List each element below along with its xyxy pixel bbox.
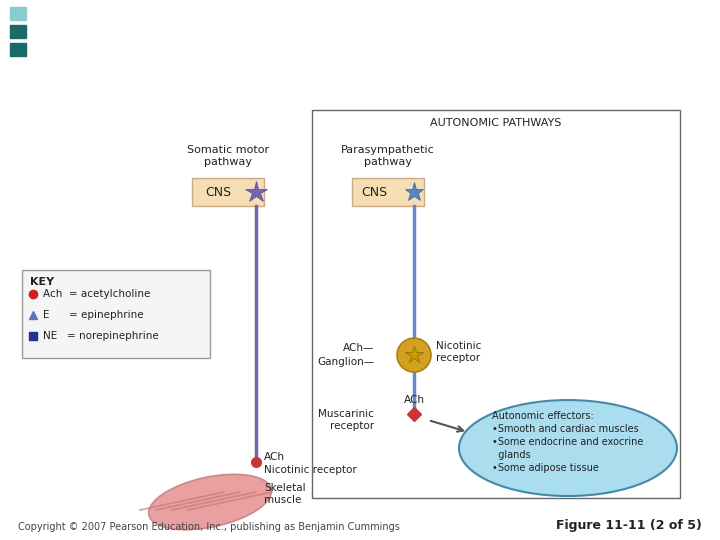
Text: Ach  = acetylcholine: Ach = acetylcholine — [43, 289, 150, 299]
Text: CNS: CNS — [205, 186, 231, 199]
Text: Skeletal: Skeletal — [264, 483, 305, 493]
Text: E      = epinephrine: E = epinephrine — [43, 310, 143, 320]
Text: AUTONOMIC PATHWAYS: AUTONOMIC PATHWAYS — [431, 118, 562, 128]
Text: KEY: KEY — [30, 277, 54, 287]
Text: Figure 11-11 (2 of 5): Figure 11-11 (2 of 5) — [556, 519, 702, 532]
Text: ACh—: ACh— — [343, 343, 374, 353]
Bar — [352, 178, 424, 206]
Text: Review of Efferent Pathways: Review of Efferent Pathways — [40, 24, 490, 52]
Text: Nicotinic receptor: Nicotinic receptor — [264, 465, 356, 475]
Text: muscle: muscle — [264, 495, 302, 505]
Bar — [10, 43, 26, 56]
Bar — [192, 178, 264, 206]
Ellipse shape — [148, 474, 271, 530]
Bar — [10, 25, 26, 38]
Text: Ganglion—: Ganglion— — [317, 357, 374, 367]
Text: Nicotinic
receptor: Nicotinic receptor — [436, 341, 482, 363]
Text: NE   = norepinephrine: NE = norepinephrine — [43, 331, 158, 341]
Circle shape — [397, 338, 431, 372]
Text: Parasympathetic
pathway: Parasympathetic pathway — [341, 145, 435, 167]
Bar — [22, 270, 210, 358]
Bar — [312, 110, 680, 498]
Text: ACh: ACh — [403, 395, 425, 405]
Text: Copyright © 2007 Pearson Education, Inc., publishing as Benjamin Cummings: Copyright © 2007 Pearson Education, Inc.… — [18, 522, 400, 532]
Text: Autonomic effectors:
•Smooth and cardiac muscles
•Some endocrine and exocrine
  : Autonomic effectors: •Smooth and cardiac… — [492, 410, 644, 474]
Text: CNS: CNS — [361, 186, 387, 199]
Text: Muscarinic
receptor: Muscarinic receptor — [318, 409, 374, 431]
Bar — [10, 7, 26, 20]
Ellipse shape — [459, 400, 677, 496]
Text: Somatic motor
pathway: Somatic motor pathway — [187, 145, 269, 167]
Text: ACh: ACh — [264, 452, 285, 462]
